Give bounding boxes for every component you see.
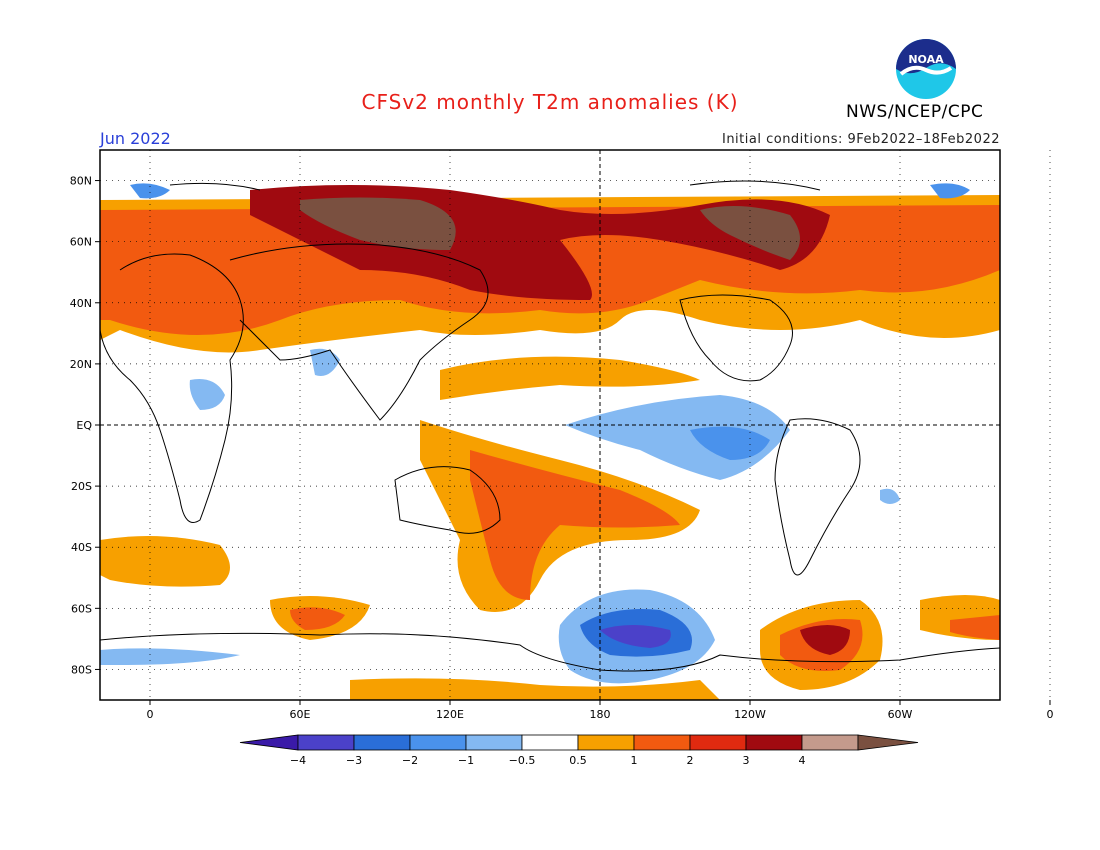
colorbar-label: −2 (402, 754, 418, 767)
latitude-label: 20N (70, 358, 92, 371)
longitude-label: 0 (147, 708, 154, 721)
colorbar-label: 3 (743, 754, 750, 767)
colorbar-segment (353, 734, 411, 751)
colorbar-label: 4 (799, 754, 806, 767)
colorbar-segment (689, 734, 747, 751)
colorbar-label: 1 (631, 754, 638, 767)
latitude-label: 40N (70, 297, 92, 310)
latitude-label: 40S (71, 541, 92, 554)
colorbar-segment (465, 734, 523, 751)
colorbar-label: 0.5 (569, 754, 587, 767)
longitude-label: 60E (290, 708, 311, 721)
latitude-label: 20S (71, 480, 92, 493)
colorbar-segment (801, 734, 859, 751)
forecast-month: Jun 2022 (100, 129, 171, 148)
latitude-label: 80N (70, 175, 92, 188)
colorbar-label: −1 (458, 754, 474, 767)
longitude-label: 0 (1047, 708, 1054, 721)
colorbar-label: 2 (687, 754, 694, 767)
latitude-label: EQ (76, 419, 92, 432)
latitude-label: 60S (71, 602, 92, 615)
colorbar-segment (577, 734, 635, 751)
longitude-label: 120W (734, 708, 766, 721)
longitude-label: 60W (888, 708, 913, 721)
colorbar-left-arrow (239, 734, 299, 751)
colorbar-label: −4 (290, 754, 306, 767)
noaa-logo-text: NOAA (908, 53, 944, 66)
latitude-labels: 80N 60N 40N 20N EQ 20S 40S 60S 80S (70, 175, 93, 677)
latitude-label: 80S (71, 663, 92, 676)
longitude-label: 180 (590, 708, 611, 721)
colorbar-segment (521, 734, 579, 751)
chart-title: CFSv2 monthly T2m anomalies (K) (361, 90, 739, 114)
colorbar-label: −0.5 (509, 754, 536, 767)
colorbar-segment (297, 734, 355, 751)
colorbar-segment (409, 734, 467, 751)
latitude-label: 60N (70, 236, 92, 249)
agency-label: NWS/NCEP/CPC (846, 102, 984, 122)
longitude-labels: 0 60E 120E 180 120W 60W 0 (147, 708, 1054, 721)
colorbar-label: −3 (346, 754, 362, 767)
map-gridlines (95, 150, 1051, 705)
colorbar-segment (633, 734, 691, 751)
colorbar-segment (745, 734, 803, 751)
coastlines (100, 180, 1000, 672)
colorbar-right-arrow (857, 734, 919, 751)
longitude-label: 120E (436, 708, 464, 721)
noaa-logo: NOAA (896, 39, 956, 99)
initial-conditions: Initial conditions: 9Feb2022–18Feb2022 (721, 132, 1000, 147)
